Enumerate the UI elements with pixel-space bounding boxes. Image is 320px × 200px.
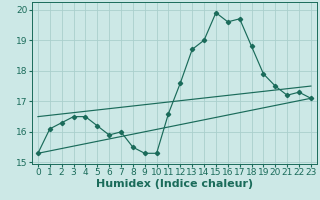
X-axis label: Humidex (Indice chaleur): Humidex (Indice chaleur) [96, 179, 253, 189]
